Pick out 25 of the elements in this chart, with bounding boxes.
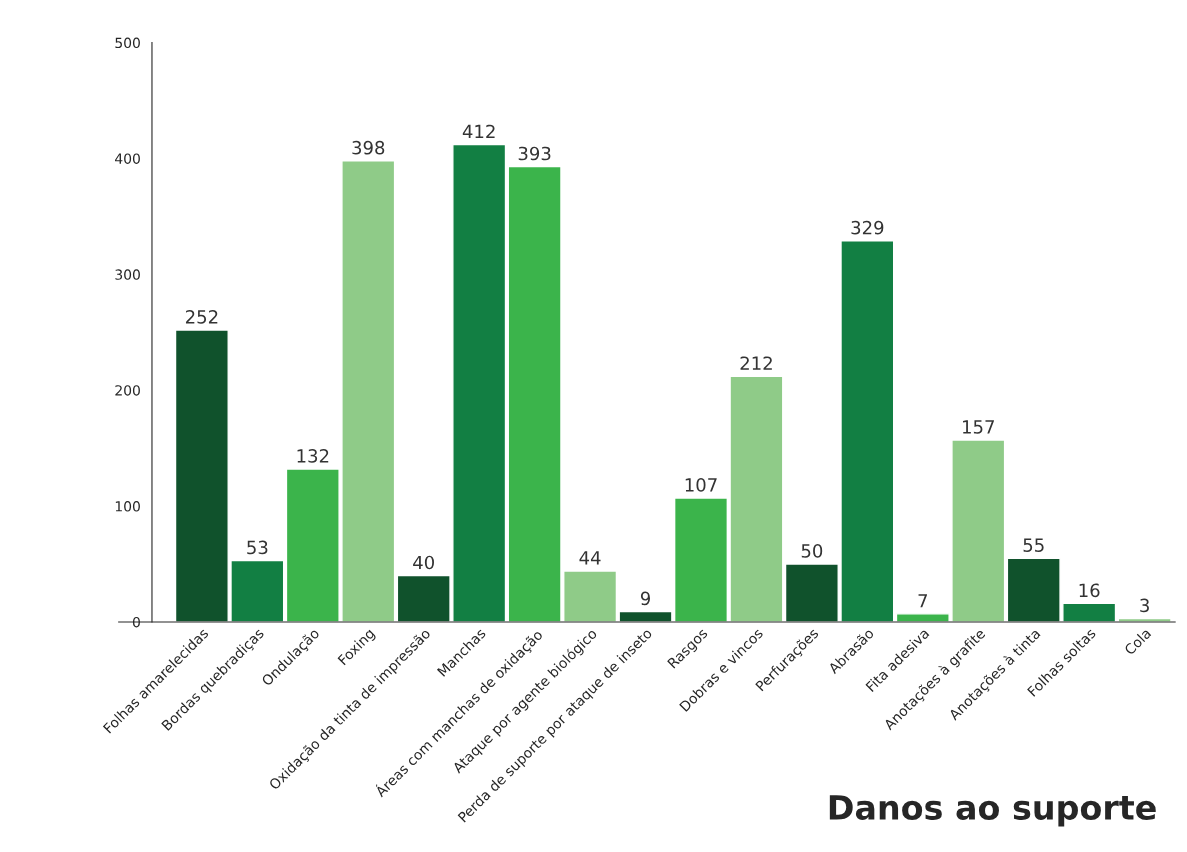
data-label: 9 [640,591,650,606]
y-tick-label: 300 [115,269,140,280]
data-label: 107 [685,478,717,492]
data-label: 393 [518,146,551,161]
data-label: 40 [413,555,434,570]
data-label: 53 [247,540,268,555]
data-label: 212 [740,356,772,370]
data-label: 16 [1079,583,1100,598]
data-label: 329 [851,220,884,235]
data-label: 157 [963,420,994,434]
data-label: 3 [1140,598,1149,613]
y-tick-label: 400 [115,153,140,164]
y-tick-label: 100 [115,501,140,512]
data-label: 412 [462,124,495,139]
data-label: 398 [352,140,385,155]
y-tick-label: 500 [115,37,140,49]
data-label: 7 [918,594,928,608]
y-tick-label: 0 [132,616,140,628]
data-label: 132 [297,449,329,463]
data-label: 50 [801,544,823,558]
text: Danos ao suporte [829,795,1156,827]
data-label: 44 [579,551,601,565]
data-label: 55 [1023,538,1044,552]
y-tick-label: 200 [115,385,140,396]
data-label: 252 [185,310,218,324]
